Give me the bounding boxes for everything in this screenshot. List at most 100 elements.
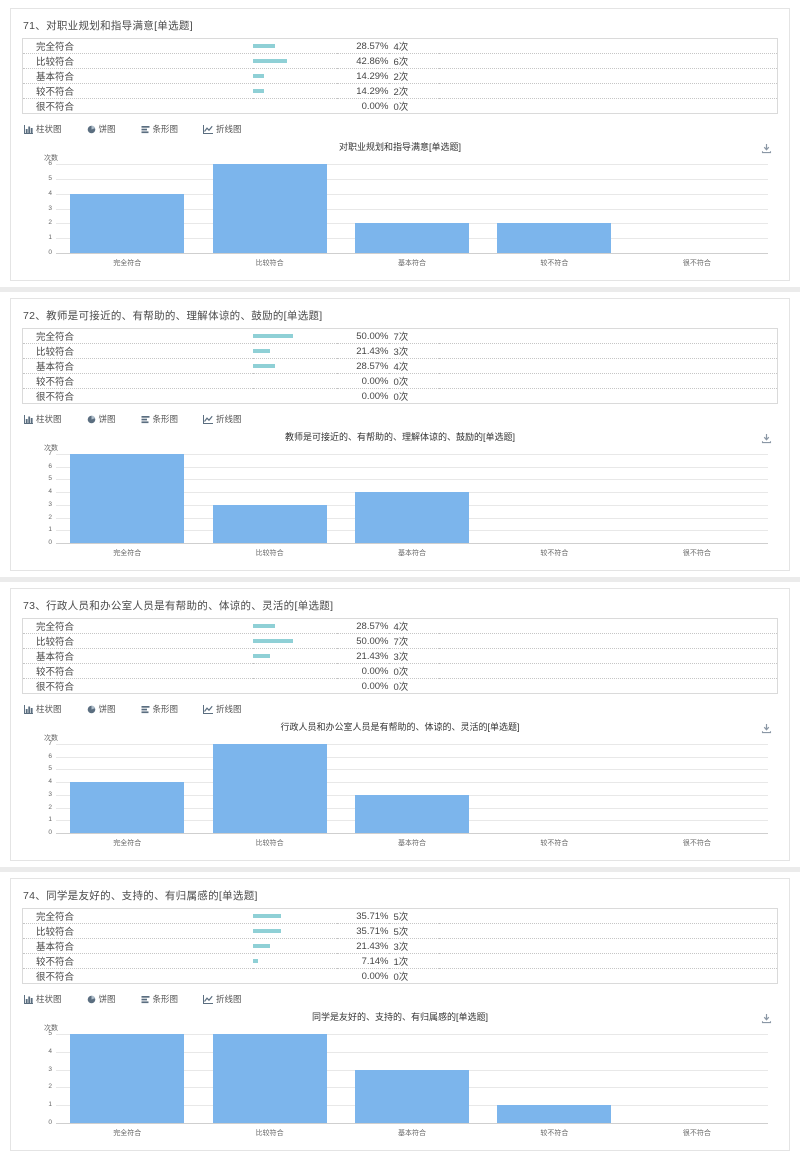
option-label: 较不符合	[36, 87, 75, 98]
pie-chart-button[interactable]: 饼图	[87, 993, 116, 1005]
chart-bar	[355, 223, 469, 253]
bar-chart-icon	[24, 704, 33, 714]
pie-chart-button[interactable]: 饼图	[87, 123, 116, 135]
option-label: 很不符合	[36, 972, 75, 983]
option-row: 比较符合 21.43% 3次	[22, 343, 778, 359]
option-percent: 28.57%	[356, 360, 389, 372]
option-percent: 7.14%	[361, 955, 389, 967]
option-row: 很不符合 0.00% 0次	[23, 389, 778, 404]
bar-chart-button[interactable]: 柱状图	[24, 993, 62, 1005]
option-count: 0次	[393, 682, 409, 693]
question-section: 72、教师是可接近的、有帮助的、理解体谅的、鼓励的[单选题] 完全符合 50.00…	[10, 298, 790, 571]
chart-type-label: 柱状图	[36, 994, 62, 1004]
bar-chart-button[interactable]: 柱状图	[24, 123, 62, 135]
pie-chart-icon	[87, 125, 96, 134]
option-percent: 14.29%	[356, 70, 389, 82]
chart-type-toolbar: 柱状图 饼图 条形图 折线图	[24, 413, 778, 425]
option-label: 很不符合	[36, 102, 75, 113]
section-divider	[0, 577, 800, 582]
gridline	[56, 756, 768, 758]
question-title: 73、行政人员和办公室人员是有帮助的、体谅的、灵活的[单选题]	[23, 600, 334, 612]
download-icon[interactable]	[761, 721, 772, 739]
gridline	[56, 208, 768, 210]
option-row: 完全符合 35.71% 5次	[22, 908, 778, 924]
pie-chart-button[interactable]: 饼图	[87, 703, 116, 715]
horizontal-bar-chart-button[interactable]: 条形图	[141, 993, 179, 1005]
option-percent-bar	[252, 653, 270, 658]
option-count: 2次	[393, 72, 409, 83]
option-count: 2次	[393, 87, 409, 98]
y-tick-label: 1	[48, 233, 52, 241]
bar-chart-button[interactable]: 柱状图	[24, 413, 62, 425]
line-chart-button[interactable]: 折线图	[203, 413, 242, 425]
gridline	[56, 178, 768, 180]
bar-chart-button[interactable]: 柱状图	[24, 703, 62, 715]
x-axis-category-label: 很不符合	[682, 840, 711, 847]
option-percent: 50.00%	[356, 635, 389, 647]
y-tick-label: 5	[48, 174, 52, 182]
option-percent: 42.86%	[356, 55, 389, 67]
horizontal-bar-chart-button[interactable]: 条形图	[141, 123, 178, 135]
row-filler	[438, 343, 778, 359]
chart-type-label: 饼图	[98, 414, 116, 424]
line-chart-button[interactable]: 折线图	[203, 993, 242, 1005]
options-table: 完全符合 35.71% 5次 比较符合 35.71% 5次 基本符合 21.43% 3次 较不符合…	[22, 908, 778, 984]
y-tick-label: 5	[48, 1029, 52, 1037]
option-percent: 50.00%	[356, 330, 389, 342]
pie-chart-button[interactable]: 饼图	[87, 413, 116, 425]
chart-type-label: 折线图	[216, 704, 242, 714]
option-percent-bar	[252, 348, 270, 353]
option-label: 基本符合	[36, 652, 75, 663]
line-chart-button[interactable]: 折线图	[203, 123, 242, 135]
option-row: 较不符合 14.29% 2次	[22, 83, 778, 99]
question-section: 73、行政人员和办公室人员是有帮助的、体谅的、灵活的[单选题] 完全符合 28.5…	[10, 588, 790, 861]
chart-bar	[355, 794, 469, 833]
horizontal-bar-chart-icon	[141, 415, 150, 424]
chart-bar	[70, 782, 185, 833]
option-label: 比较符合	[36, 57, 75, 68]
chart-type-label: 条形图	[152, 994, 179, 1004]
chart-bar	[355, 492, 469, 543]
download-icon[interactable]	[761, 431, 772, 449]
gridline	[56, 1051, 768, 1053]
option-row: 较不符合 7.14% 1次	[22, 953, 778, 969]
y-axis-label: 次数	[44, 155, 58, 162]
chart-type-label: 条形图	[152, 704, 179, 714]
line-chart-button[interactable]: 折线图	[203, 703, 242, 715]
chart-type-label: 折线图	[216, 994, 242, 1004]
gridline	[56, 164, 768, 165]
option-count: 0次	[393, 972, 409, 983]
x-axis-category-label: 比较符合	[255, 260, 284, 267]
option-count: 0次	[393, 377, 409, 388]
line-chart-icon	[203, 704, 214, 714]
row-filler	[439, 389, 778, 404]
x-axis-category-label: 较不符合	[540, 840, 569, 847]
x-axis-category-label: 比较符合	[255, 840, 284, 847]
y-axis-label: 次数	[44, 735, 58, 742]
horizontal-bar-chart-button[interactable]: 条形图	[141, 703, 179, 715]
row-filler	[438, 953, 778, 969]
option-count: 3次	[393, 652, 409, 663]
row-filler	[438, 648, 778, 664]
chart-area: 同学是友好的、支持的、有归属感的[单选题] 次数 0 1 2 3 4 5 完全符合 比较符合…	[22, 1010, 778, 1144]
y-tick-label: 4	[48, 777, 52, 785]
option-label: 比较符合	[36, 637, 75, 648]
x-axis-labels: 完全符合 比较符合 基本符合 较不符合 很不符合	[56, 838, 768, 848]
y-tick-label: 0	[48, 828, 52, 836]
download-icon[interactable]	[761, 141, 772, 159]
section-divider	[0, 287, 800, 292]
chart-bar	[497, 1105, 612, 1123]
chart-bar	[355, 1069, 469, 1123]
plot-area: 0 1 2 3 4 5 6 7	[48, 450, 768, 545]
download-icon[interactable]	[761, 1011, 772, 1029]
y-tick-label: 4	[48, 189, 52, 197]
horizontal-bar-chart-button[interactable]: 条形图	[141, 413, 178, 425]
line-chart-icon	[203, 994, 214, 1004]
option-row: 较不符合 0.00% 0次	[22, 373, 778, 389]
option-percent-bar	[252, 638, 293, 643]
x-axis-labels: 完全符合 比较符合 基本符合 较不符合 很不符合	[56, 548, 768, 558]
x-axis-category-label: 完全符合	[113, 260, 142, 267]
option-count: 5次	[393, 927, 409, 938]
chart-type-label: 饼图	[98, 704, 116, 714]
